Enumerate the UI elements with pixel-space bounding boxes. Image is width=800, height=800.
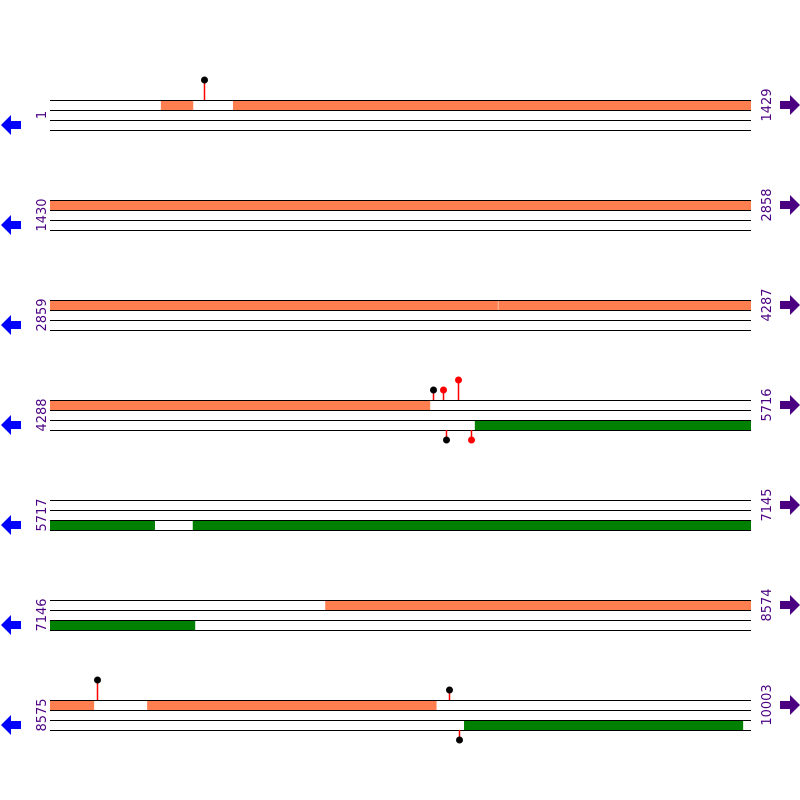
left-arrow-icon (1, 615, 21, 635)
lollipop-marker (443, 436, 450, 444)
top-strand-feature (325, 600, 751, 610)
sequence-row: 2859 4287 (1, 288, 800, 335)
right-arrow-icon (780, 495, 800, 515)
row-start-label: 1 (35, 111, 50, 119)
right-arrow-icon (780, 395, 800, 415)
right-arrow-icon (780, 295, 800, 315)
lollipop-marker (201, 76, 208, 84)
left-arrow-icon (1, 215, 21, 235)
row-end-label: 4287 (760, 288, 775, 321)
top-strand-feature (50, 700, 95, 710)
left-arrow-icon (1, 515, 21, 535)
row-end-label: 8574 (760, 588, 775, 621)
right-arrow-icon (780, 195, 800, 215)
row-start-label: 7146 (35, 598, 50, 631)
row-start-label: 5717 (35, 498, 50, 531)
top-strand-feature (50, 200, 751, 210)
lollipop-marker (446, 686, 453, 694)
left-arrow-icon (1, 315, 21, 335)
sequence-row: 1430 2858 (1, 188, 800, 235)
row-start-label: 2859 (35, 298, 50, 331)
row-start-label: 8575 (35, 698, 50, 731)
bottom-strand-feature (50, 620, 196, 630)
lollipop-marker (94, 676, 101, 684)
left-arrow-icon (1, 715, 21, 735)
sequence-row: 7146 8574 (1, 588, 800, 635)
sequence-row: 8575 10003 (1, 676, 800, 744)
right-arrow-icon (780, 595, 800, 615)
top-strand-feature (50, 300, 498, 310)
top-strand-feature (498, 300, 751, 310)
bottom-strand-feature (474, 420, 751, 430)
top-strand-feature (160, 100, 194, 110)
top-strand-feature (50, 400, 431, 410)
row-end-label: 5716 (760, 388, 775, 421)
top-strand-feature (232, 100, 752, 110)
bottom-strand-feature (464, 720, 744, 730)
row-end-label: 7145 (760, 488, 775, 521)
sequence-row: 4288 5716 (1, 376, 800, 444)
row-start-label: 1430 (35, 198, 50, 231)
lollipop-marker (456, 736, 463, 744)
lollipop-marker (468, 436, 475, 444)
bottom-strand-feature (50, 520, 155, 530)
left-arrow-icon (1, 415, 21, 435)
row-end-label: 1429 (760, 88, 775, 121)
bottom-strand-feature (192, 520, 752, 530)
lollipop-marker (455, 376, 462, 384)
sequence-row: 1 1429 (1, 76, 800, 135)
sequence-row: 5717 7145 (1, 488, 800, 535)
row-start-label: 4288 (35, 398, 50, 431)
row-end-label: 2858 (760, 188, 775, 221)
row-end-label: 10003 (760, 684, 775, 725)
right-arrow-icon (780, 695, 800, 715)
left-arrow-icon (1, 115, 21, 135)
right-arrow-icon (780, 95, 800, 115)
top-strand-feature (147, 700, 437, 710)
lollipop-marker (440, 386, 447, 394)
lollipop-marker (430, 386, 437, 394)
